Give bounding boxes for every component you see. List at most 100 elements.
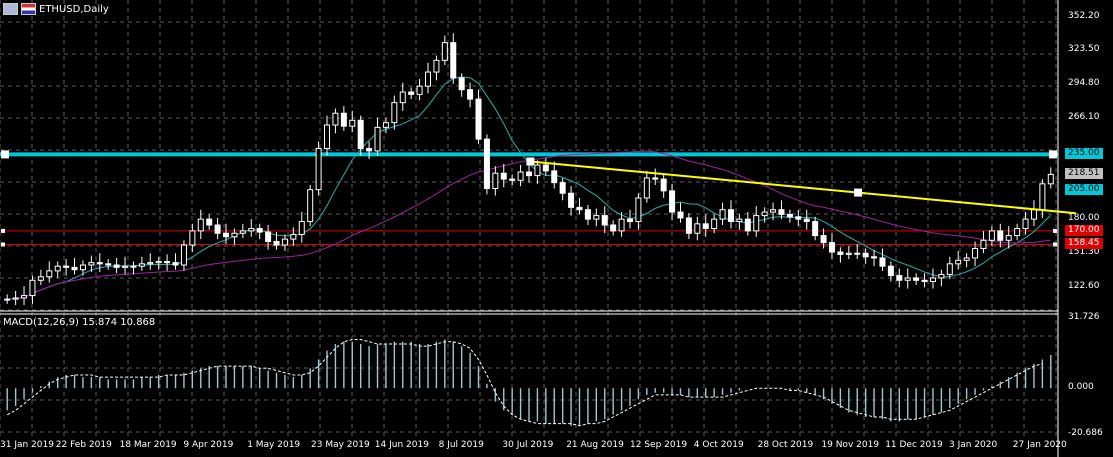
candle-body: [290, 233, 297, 240]
line-handle[interactable]: [1, 242, 5, 247]
candle-body: [795, 216, 802, 220]
chart-title: ETHUSD,Daily: [3, 3, 109, 15]
candle-body: [727, 209, 734, 222]
candle-body: [744, 218, 751, 232]
candle-body: [635, 197, 642, 222]
candle-body: [248, 228, 255, 232]
candle-body: [1039, 183, 1046, 211]
candle-body: [12, 297, 19, 300]
trendline[interactable]: [526, 157, 1076, 215]
date-tick-label: 23 May 2019: [311, 440, 370, 450]
candle-body: [803, 218, 810, 222]
date-tick-label: 18 Mar 2019: [119, 440, 177, 450]
price-tick-label: 151.30: [1068, 246, 1100, 257]
price-tag: 170.00: [1065, 224, 1103, 236]
candle-body: [180, 244, 187, 266]
date-tick-label: 4 Oct 2019: [693, 440, 744, 450]
candle-body: [997, 230, 1004, 241]
candle-body: [542, 164, 549, 172]
moving-averages: [7, 76, 1052, 300]
candle-body: [643, 177, 650, 199]
candle-body: [593, 215, 600, 220]
candle-body: [812, 220, 819, 237]
candle-body: [307, 189, 314, 222]
candle-body: [652, 177, 659, 180]
grid: [0, 0, 1058, 437]
line-handle[interactable]: [1, 228, 5, 233]
price-tick-label: 352.20: [1068, 10, 1100, 21]
candle-body: [770, 209, 777, 213]
candle-body: [1047, 173, 1054, 185]
candle-body: [618, 218, 625, 232]
candle-body: [584, 209, 591, 220]
macd-panel: [6, 339, 1052, 427]
candle-body: [526, 171, 532, 177]
line-handle[interactable]: [1, 150, 9, 159]
candle-body: [63, 265, 70, 268]
candle-body: [399, 91, 406, 104]
trendline-handle[interactable]: [854, 188, 863, 197]
candle-body: [694, 223, 701, 234]
candle-body: [568, 192, 575, 208]
date-tick-label: 9 Apr 2019: [183, 440, 234, 450]
candle-body: [551, 170, 558, 184]
candle-body: [955, 259, 962, 265]
yellow-trendline[interactable]: [530, 160, 1076, 215]
candle-body: [71, 266, 78, 271]
price-tag: 205.00: [1065, 183, 1103, 195]
date-tick-label: 21 Aug 2019: [566, 440, 624, 450]
macd-tick-label: -20.686: [1068, 428, 1103, 438]
macd-tick-label: 31.726: [1068, 312, 1100, 322]
candle-body: [122, 265, 129, 268]
candle-body: [37, 276, 44, 281]
candle-body: [736, 218, 743, 222]
candle-body: [231, 232, 238, 238]
candle-body: [46, 270, 53, 278]
candle-body: [265, 231, 272, 242]
candle-body: [913, 277, 920, 281]
candle-body: [4, 298, 11, 301]
ma-fast-line: [7, 76, 1052, 300]
candle-body: [256, 228, 263, 233]
trendline-handle[interactable]: [526, 157, 535, 166]
candle-body: [206, 218, 213, 226]
line-handle[interactable]: [1049, 150, 1057, 159]
date-tick-label: 19 Nov 2019: [821, 440, 880, 450]
candle-body: [416, 85, 423, 95]
candle-body: [904, 277, 911, 281]
date-tick-label: 22 Feb 2019: [55, 440, 112, 450]
candle-body: [138, 263, 145, 267]
candle-body: [963, 257, 970, 261]
candle-body: [719, 209, 726, 220]
candle-body: [273, 240, 280, 246]
candle-body: [854, 252, 861, 255]
candle-body: [517, 171, 524, 181]
candle-body: [197, 218, 204, 232]
candle-body: [980, 239, 987, 250]
candle-body: [79, 264, 86, 271]
date-tick-label: 8 Jul 2019: [438, 440, 484, 450]
candle-body: [610, 224, 617, 232]
date-tick-label: 30 Jul 2019: [502, 440, 554, 450]
candle-body: [332, 112, 339, 126]
candle-body: [677, 211, 684, 219]
candle-body: [660, 178, 667, 192]
candle-body: [223, 232, 230, 238]
candle-body: [1005, 235, 1012, 241]
candle-body: [828, 242, 835, 253]
price-tick-label: 180.00: [1068, 213, 1100, 224]
candle-body: [896, 275, 903, 281]
horizontal-lines[interactable]: [0, 150, 1058, 247]
candle-body: [711, 218, 718, 230]
candle-body: [702, 223, 709, 230]
price-tick-label: 323.50: [1068, 44, 1100, 55]
line-handle[interactable]: [1053, 242, 1057, 247]
symbol-timeframe-label: ETHUSD,Daily: [39, 3, 109, 15]
date-tick-label: 31 Jan 2019: [0, 440, 54, 450]
candle-body: [601, 215, 608, 226]
line-handle[interactable]: [1053, 228, 1057, 233]
candle-body: [871, 256, 878, 259]
candle-body: [559, 182, 566, 194]
price-tag: 158.45: [1065, 238, 1103, 250]
candle-body: [425, 71, 432, 87]
